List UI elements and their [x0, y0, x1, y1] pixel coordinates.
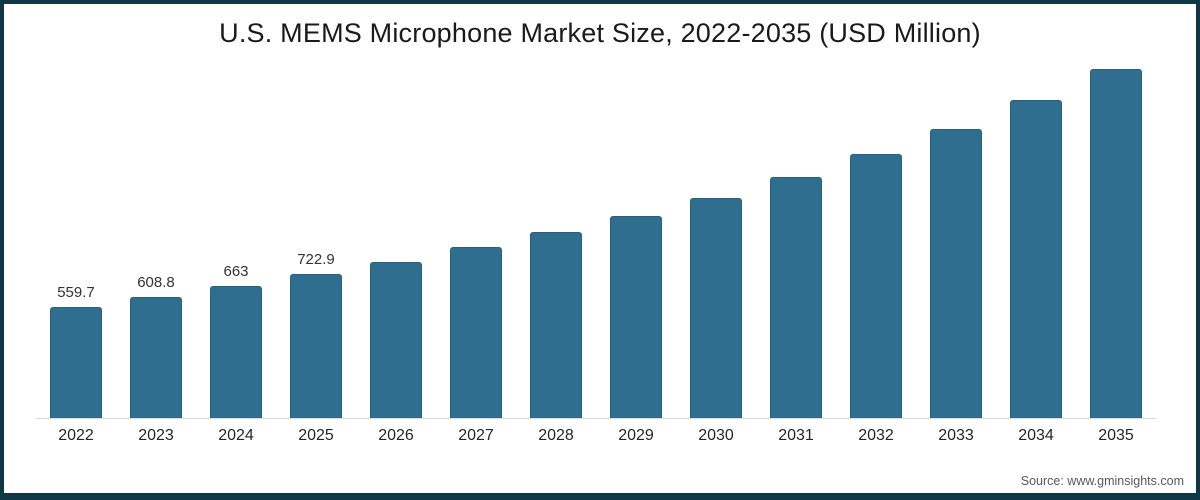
- bar-2031: [770, 177, 822, 418]
- bar-value-label: 608.8: [137, 273, 175, 291]
- bar-column-2034: [996, 94, 1076, 418]
- bar-column-2023: 608.8: [116, 274, 196, 418]
- chart-title: U.S. MEMS Microphone Market Size, 2022-2…: [219, 18, 981, 48]
- x-axis-labels: 2022 2023 2024 2025 2026 2027 2028 2029 2030 2031…: [36, 427, 1156, 445]
- bar-2022: [50, 306, 102, 418]
- x-axis-label-2027: 2027: [458, 427, 494, 444]
- bar-2033: [930, 129, 982, 418]
- bar-column-2025: 722.9: [276, 251, 356, 418]
- bar-2028: [530, 231, 582, 418]
- bar-2027: [450, 246, 502, 418]
- x-axis-label-2032: 2032: [858, 427, 894, 444]
- bar-column-2035: [1076, 63, 1156, 418]
- bars-container: 559.7 608.8 663 722.9: [36, 26, 1156, 419]
- x-axis-label-2029: 2029: [618, 427, 654, 444]
- x-axis-label-2023: 2023: [138, 427, 174, 444]
- source-text: Source: www.gminsights.com: [1020, 474, 1184, 488]
- bar-column-2024: 663: [196, 263, 276, 418]
- bar-2029: [610, 215, 662, 418]
- x-axis-label-2033: 2033: [938, 427, 974, 444]
- x-axis-label-2025: 2025: [298, 427, 334, 444]
- x-axis-label-2028: 2028: [538, 427, 574, 444]
- x-axis-label-2030: 2030: [698, 427, 734, 444]
- bar-column-2032: [836, 148, 916, 418]
- x-axis-label-2022: 2022: [58, 427, 94, 444]
- bar-2032: [850, 154, 902, 418]
- bar-2035: [1090, 69, 1142, 418]
- bar-value-label: 663: [223, 262, 249, 280]
- bar-column-2027: [436, 241, 516, 418]
- bar-2025: [290, 274, 342, 418]
- bar-2034: [1010, 100, 1062, 418]
- x-axis-label-2035: 2035: [1098, 427, 1134, 444]
- bar-value-label: 559.7: [57, 283, 95, 301]
- bar-2024: [210, 285, 262, 418]
- bar-value-label: 722.9: [297, 251, 335, 268]
- bar-column-2022: 559.7: [36, 283, 116, 418]
- bar-2023: [130, 296, 182, 418]
- bar-column-2026: [356, 256, 436, 418]
- bar-column-2030: [676, 192, 756, 418]
- x-axis-label-2024: 2024: [218, 427, 254, 444]
- bar-2030: [690, 197, 742, 418]
- x-axis-label-2031: 2031: [778, 427, 814, 444]
- x-axis-label-2026: 2026: [378, 427, 414, 444]
- bar-column-2033: [916, 123, 996, 418]
- bar-column-2029: [596, 210, 676, 418]
- bar-column-2031: [756, 171, 836, 418]
- bar-2026: [370, 261, 422, 418]
- x-axis-label-2034: 2034: [1018, 427, 1054, 444]
- bar-column-2028: [516, 226, 596, 418]
